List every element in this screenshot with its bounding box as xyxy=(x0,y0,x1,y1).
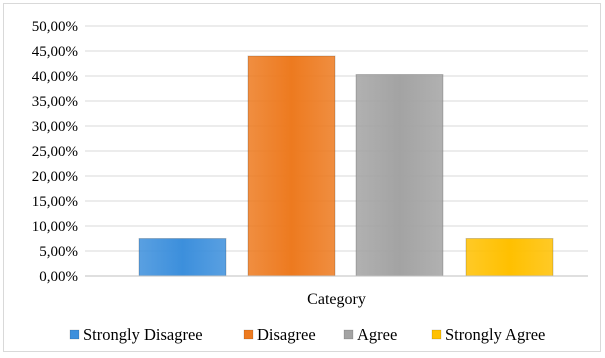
legend-item-agree: Agree xyxy=(343,325,397,344)
y-tick-label: 50,00% xyxy=(32,19,78,35)
y-tick-label: 25,00% xyxy=(32,144,78,160)
bar-agree xyxy=(355,74,444,277)
legend-label: Strongly Disagree xyxy=(83,325,203,344)
y-tick-label: 5,00% xyxy=(39,244,78,260)
y-axis-tick-labels: 0,00% 5,00% 10,00% 15,00% 20,00% 25,00% 30,00%… xyxy=(32,19,78,285)
legend-label: Disagree xyxy=(257,325,316,344)
bar-strongly-agree xyxy=(465,238,554,277)
legend-item-strongly-agree: Strongly Agree xyxy=(431,325,545,344)
y-tick-label: 0,00% xyxy=(39,269,78,285)
x-category-label: Category xyxy=(307,291,366,308)
y-tick-label: 35,00% xyxy=(32,94,78,110)
y-tick-label: 45,00% xyxy=(32,44,78,60)
legend-item-strongly-disagree: Strongly Disagree xyxy=(69,325,203,344)
legend-swatch xyxy=(243,329,254,340)
legend-item-disagree: Disagree xyxy=(243,325,316,344)
bar-strongly-disagree xyxy=(138,238,227,277)
y-tick-label: 10,00% xyxy=(32,219,78,235)
x-axis-category-labels: Category xyxy=(307,291,366,308)
bar-chart: 0,00% 5,00% 10,00% 15,00% 20,00% 25,00% 30,00%… xyxy=(32,19,588,344)
y-tick-label: 40,00% xyxy=(32,69,78,85)
legend-swatch xyxy=(343,329,354,340)
bar-disagree xyxy=(247,55,336,277)
y-tick-label: 15,00% xyxy=(32,194,78,210)
legend: Strongly Disagree Disagree Agree Strongly A… xyxy=(69,325,545,344)
y-tick-label: 20,00% xyxy=(32,169,78,185)
legend-swatch xyxy=(431,329,442,340)
legend-label: Agree xyxy=(357,325,397,344)
gridlines xyxy=(85,25,588,252)
y-tick-label: 30,00% xyxy=(32,119,78,135)
legend-swatch xyxy=(69,329,80,340)
legend-label: Strongly Agree xyxy=(445,325,545,344)
bars xyxy=(138,55,554,277)
chart-frame: 0,00% 5,00% 10,00% 15,00% 20,00% 25,00% 30,00%… xyxy=(3,3,601,352)
